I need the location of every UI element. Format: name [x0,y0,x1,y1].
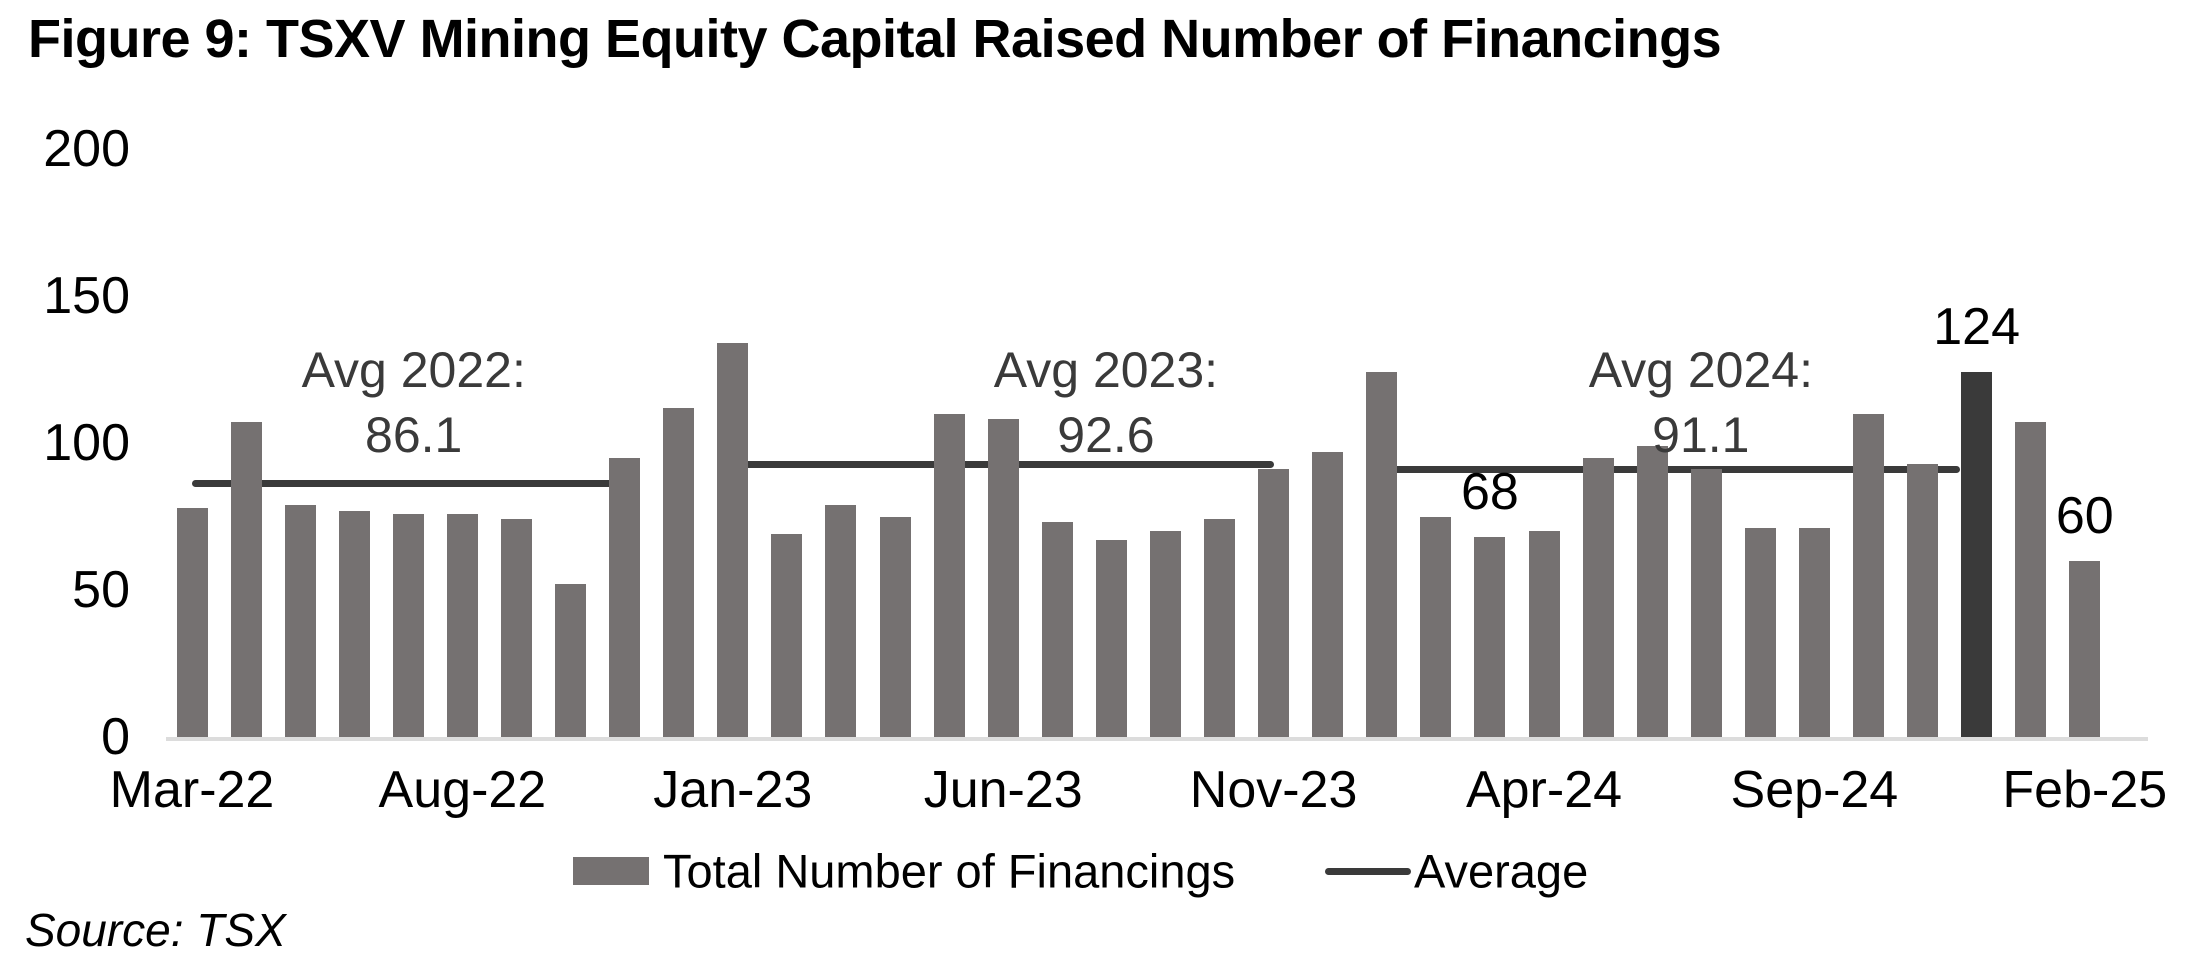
x-tick-label-Feb-25: Feb-25 [2002,761,2168,819]
bar-Jan-24 [1366,372,1398,737]
bar-Apr-22 [230,422,262,737]
x-tick-label-Nov-23: Nov-23 [1189,761,1358,819]
bar-Sep-23 [1149,531,1181,737]
bar-Dec-22 [663,407,695,737]
bar-Aug-23 [1095,540,1127,737]
source-note: Source: TSX [25,904,286,956]
y-tick-label-50: 50 [72,561,130,619]
bar-Sep-24 [1798,528,1830,737]
x-tick-label-Sep-24: Sep-24 [1730,761,1899,819]
bar-Oct-24 [1852,413,1884,737]
bar-Sep-22 [500,519,532,737]
x-tick-label-Apr-24: Apr-24 [1465,761,1623,819]
bar-Jun-22 [338,510,370,737]
bar-May-24 [1582,457,1614,737]
legend-average-label: Average [1414,844,1589,898]
bar-May-22 [284,504,316,737]
annotation-avg2023: Avg 2023: 92.6 [896,338,1316,468]
legend-average-line-icon [1325,868,1411,875]
bar-May-23 [933,413,965,737]
bar-Aug-22 [446,513,478,737]
annotation-value: 86.1 [365,407,463,463]
bar-Oct-23 [1204,519,1236,737]
bar-Feb-23 [771,534,803,737]
bar-Dec-24 [1961,372,1993,737]
annotation-label: Avg 2023: [993,342,1219,398]
x-tick-label-Jan-23: Jan-23 [653,761,813,819]
bar-Oct-22 [555,584,587,737]
bar-Feb-24 [1420,516,1452,737]
bar-Nov-23 [1258,469,1290,737]
y-tick-label-100: 100 [43,414,130,472]
x-axis-line [166,737,2148,741]
figure-title: Figure 9: TSXV Mining Equity Capital Rai… [28,9,1722,69]
data-label-Mar-24: 68 [1460,463,1519,522]
bar-Jun-23 [987,419,1019,737]
bar-Apr-24 [1528,531,1560,737]
y-tick-label-0: 0 [101,708,130,766]
bar-Jun-24 [1636,445,1668,737]
bar-Jan-23 [717,343,749,737]
annotation-avg2022: Avg 2022: 86.1 [204,338,624,468]
legend-bar-label: Total Number of Financings [663,844,1236,898]
bar-Nov-22 [609,457,641,737]
y-tick-label-150: 150 [43,267,130,325]
x-tick-label-Mar-22: Mar-22 [109,761,275,819]
bar-Nov-24 [1907,463,1939,737]
bar-Mar-23 [825,504,857,737]
annotation-label: Avg 2024: [1588,342,1813,398]
bar-Feb-25 [2069,560,2101,737]
bar-Jul-24 [1690,469,1722,737]
data-label-Feb-25: 60 [2055,486,2114,545]
x-tick-label-Aug-22: Aug-22 [378,761,547,819]
bar-Aug-24 [1744,528,1776,737]
annotation-value: 92.6 [1057,407,1155,463]
average-line-avg2022 [192,480,625,488]
data-label-Dec-24: 124 [1933,298,2020,357]
y-tick-label-200: 200 [43,120,130,178]
bar-Apr-23 [879,516,911,737]
annotation-avg2024: Avg 2024: 91.1 [1491,338,1911,468]
legend-bar-swatch-icon [573,857,649,885]
bar-Mar-22 [176,507,208,737]
annotation-label: Avg 2022: [301,342,526,398]
annotation-value: 91.1 [1652,407,1750,463]
bar-Jul-23 [1041,522,1073,737]
bar-Dec-23 [1312,451,1344,737]
bar-Jan-25 [2015,422,2047,737]
average-line-avg2024 [1381,465,1961,473]
bar-Mar-24 [1474,537,1506,737]
bar-Jul-22 [392,513,424,737]
x-tick-label-Jun-23: Jun-23 [923,761,1083,819]
